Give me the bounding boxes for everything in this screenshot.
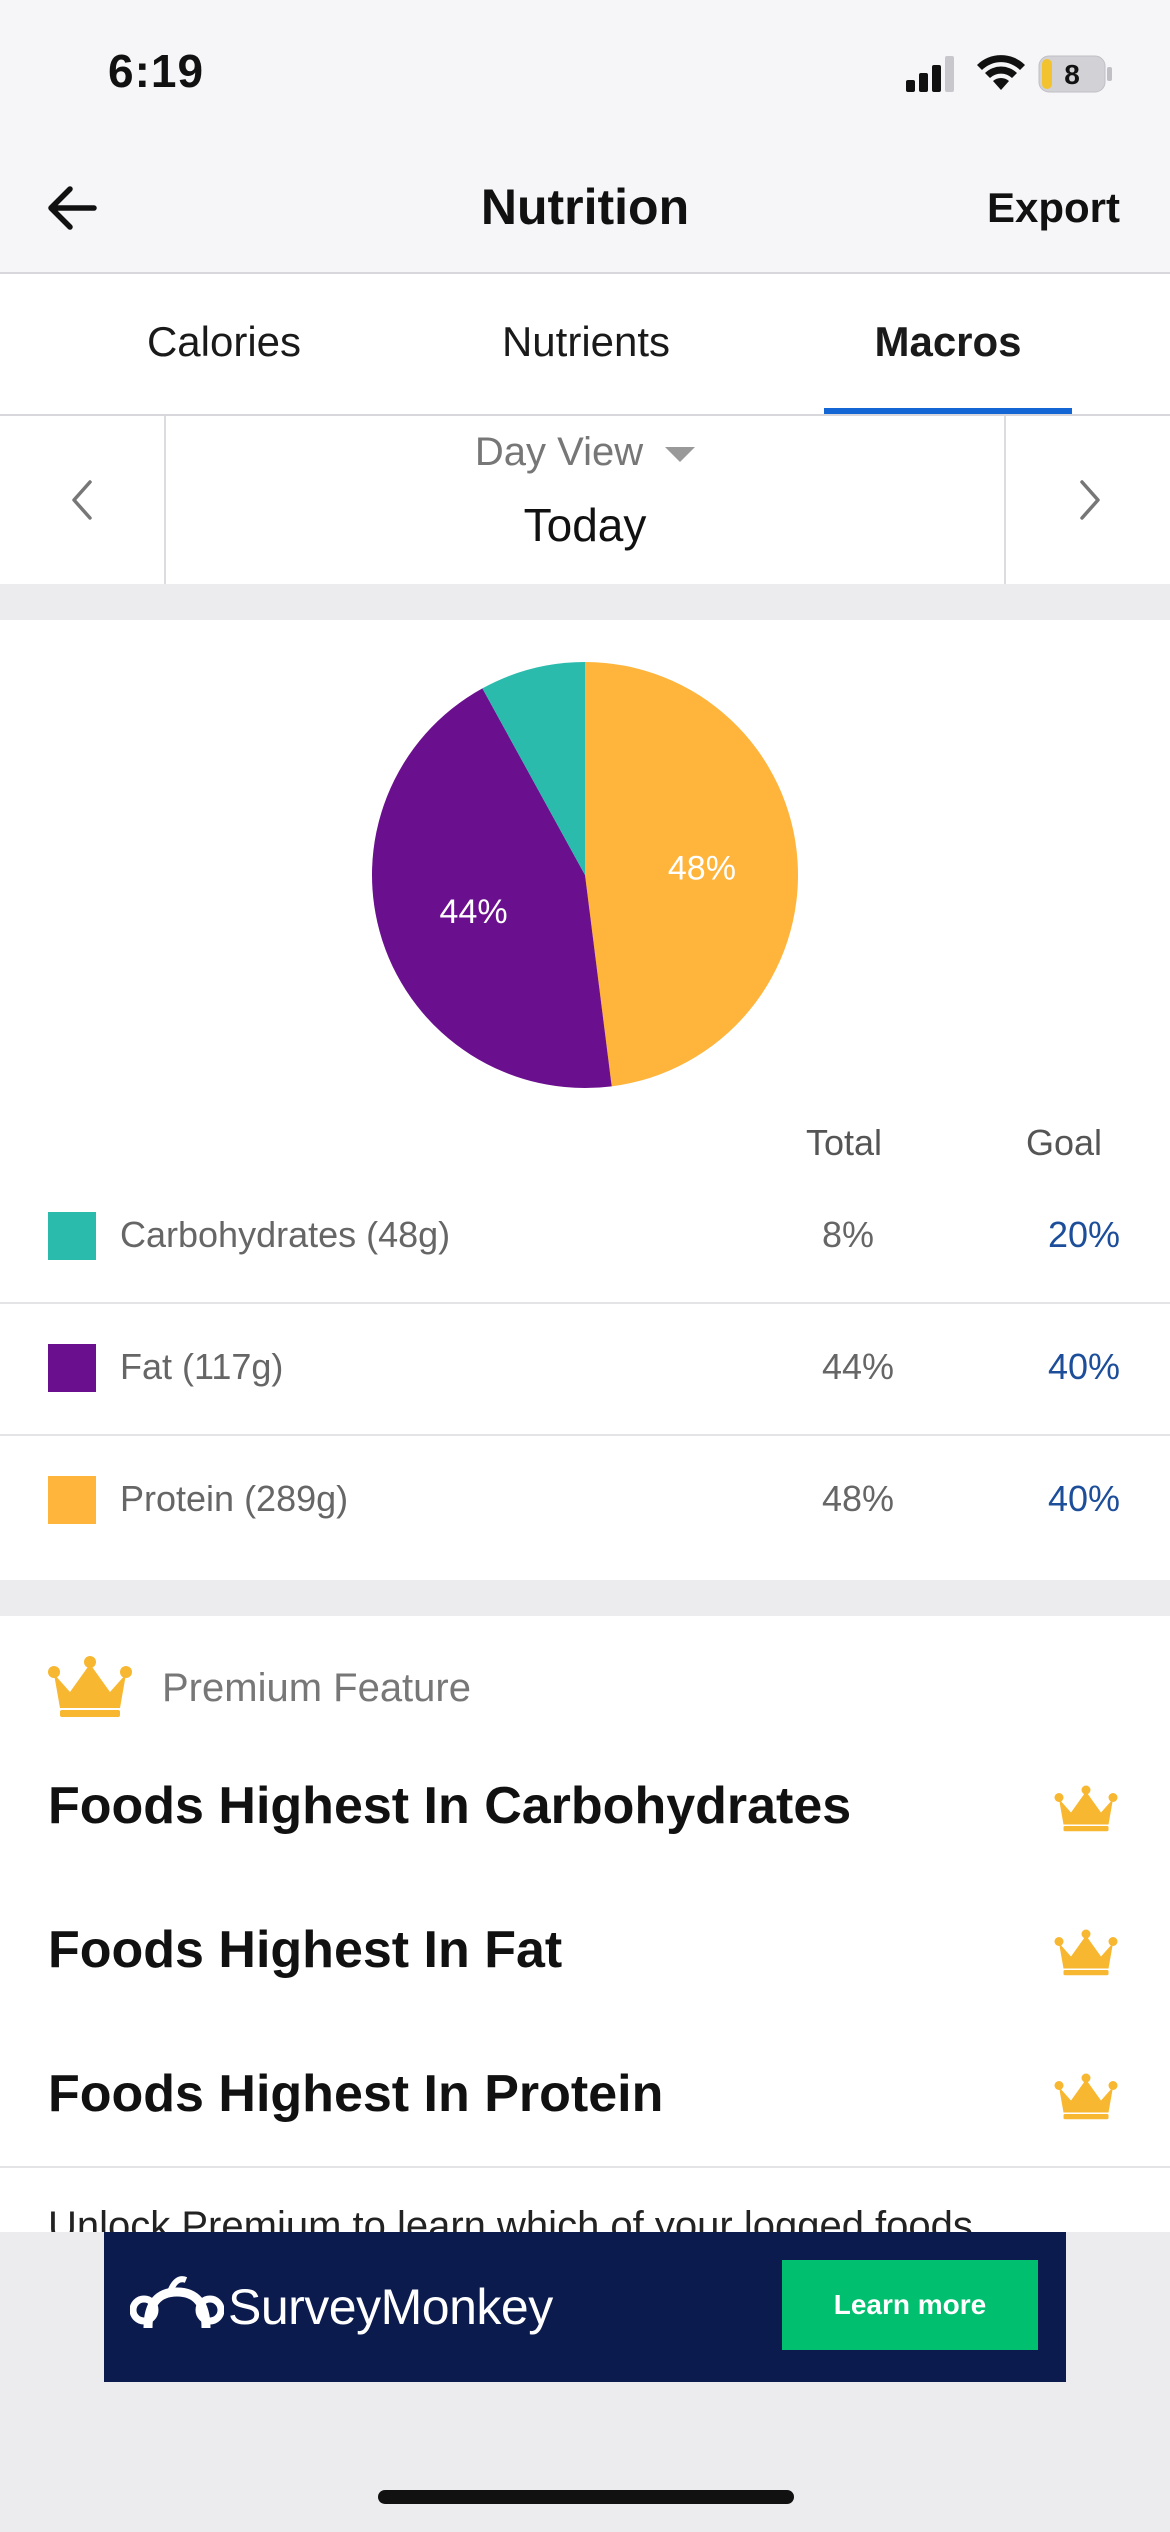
feature-highest-fat[interactable]: Foods Highest In Fat [48,1921,563,1979]
pie-label-fat: 44% [440,893,508,931]
tab-macros[interactable]: Macros [874,318,1022,365]
ad-banner[interactable]: SurveyMonkey Learn more [104,2232,1066,2382]
pie-slice-protein [585,662,799,1087]
macro-row-protein: Protein (289g) 48% 40% [0,1436,1170,1568]
learn-more-button[interactable]: Learn more [782,2260,1038,2350]
status-bar: 6:19 8 [0,0,1170,150]
column-header-goal: Goal [1026,1122,1103,1163]
nav-header: Nutrition Export [0,150,1170,274]
macros-pie-chart: 48% 44% [371,662,799,1088]
wifi-icon [977,55,1025,90]
ad-brand-name: SurveyMonkey [228,2279,553,2335]
selected-date: Today [523,499,647,551]
surveymonkey-logo-icon [130,2276,224,2329]
tab-bar: Calories Nutrients Macros [0,274,1170,416]
battery-level: 8 [1064,59,1080,90]
chevron-left-icon [72,480,92,520]
macro-goal: 40% [1047,1478,1120,1519]
macro-goal: 20% [1047,1214,1120,1255]
macro-row-fat: Fat (117g) 44% 40% [0,1304,1170,1436]
section-gap [0,584,1170,620]
macro-label: Protein (289g) [120,1478,349,1519]
chevron-right-icon [1080,480,1100,520]
active-tab-indicator [824,408,1072,414]
macro-label: Carbohydrates (48g) [120,1214,451,1255]
previous-day-button[interactable] [0,416,166,584]
home-indicator [378,2490,794,2504]
battery-icon: 8 [1038,54,1114,94]
macro-total: 48% [822,1478,895,1519]
macro-total: 8% [822,1214,875,1255]
macros-card: 48% 44% Total Goal Carbohydrates (48g) 8%… [0,620,1170,1580]
view-mode-label: Day View [474,430,644,474]
macro-row-carbohydrates: Carbohydrates (48g) 8% 20% [0,1172,1170,1304]
next-day-button[interactable] [1004,416,1170,584]
macro-label: Fat (117g) [120,1346,284,1387]
column-header-total: Total [806,1122,883,1163]
tab-nutrients[interactable]: Nutrients [501,318,671,365]
crown-icon [1054,1929,1118,1976]
tab-calories[interactable]: Calories [146,318,302,365]
pie-label-protein: 48% [668,850,736,888]
cellular-signal-icon [906,56,954,92]
feature-highest-protein[interactable]: Foods Highest In Protein [48,2065,664,2123]
view-mode-selector[interactable]: Day View [0,430,1170,475]
page-title: Nutrition [480,179,690,235]
fat-swatch [48,1344,96,1392]
crown-icon [48,1656,132,1717]
date-navigator: Day View Today [0,416,1170,584]
macro-goal: 40% [1047,1346,1120,1387]
premium-section: Premium Feature Foods Highest In Carbohy… [0,1616,1170,2248]
section-gap [0,1580,1170,1616]
pie-slice-fat [371,688,612,1088]
premium-feature-label: Premium Feature [162,1666,471,1710]
pie-slice-carbohydrates [482,662,585,875]
arrow-left-icon[interactable] [44,180,100,236]
macro-total: 44% [822,1346,895,1387]
crown-icon [1054,2073,1118,2120]
divider [0,2166,1170,2168]
crown-icon [1054,1785,1118,1832]
protein-swatch [48,1476,96,1524]
feature-highest-carbohydrates[interactable]: Foods Highest In Carbohydrates [48,1777,852,1835]
caret-down-icon [665,446,696,462]
export-button[interactable]: Export [986,184,1120,231]
carbohydrates-swatch [48,1212,96,1260]
status-time: 6:19 [108,45,205,97]
ad-bar: SurveyMonkey Learn more [0,2232,1170,2532]
